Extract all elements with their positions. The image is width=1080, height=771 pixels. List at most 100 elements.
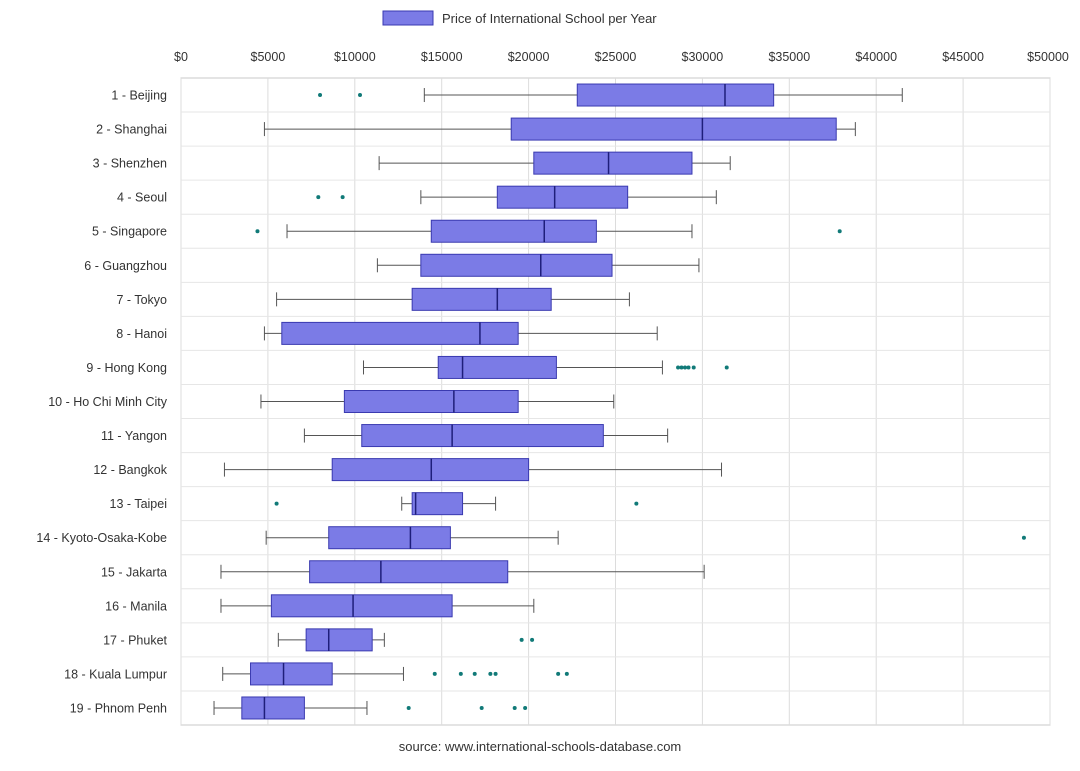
category-label: 15 - Jakarta — [101, 565, 167, 579]
outlier-point — [676, 365, 681, 370]
category-label: 13 - Taipei — [110, 497, 167, 511]
grid — [180, 78, 1051, 725]
source-note: source: www.international-schools-databa… — [399, 739, 682, 754]
iqr-box — [510, 117, 837, 141]
outlier-point — [724, 365, 729, 370]
x-tick-label: $10000 — [334, 50, 376, 64]
outlier-point — [493, 671, 498, 676]
iqr-box — [281, 321, 519, 345]
category-label: 7 - Tokyo — [117, 293, 168, 307]
x-tick-label: $30000 — [682, 50, 724, 64]
box-row — [265, 526, 1026, 550]
iqr-box — [576, 83, 775, 107]
category-label: 8 - Hanoi — [116, 327, 167, 341]
outlier-point — [458, 671, 463, 676]
category-label: 3 - Shenzhen — [93, 157, 167, 171]
outlier-point — [683, 365, 688, 370]
category-label: 19 - Phnom Penh — [70, 701, 167, 715]
box-row — [276, 287, 630, 311]
box-row — [362, 355, 729, 379]
iqr-box — [270, 594, 453, 618]
category-label: 9 - Hong Kong — [86, 361, 167, 375]
category-label: 10 - Ho Chi Minh City — [48, 395, 168, 409]
category-label: 12 - Bangkok — [93, 463, 167, 477]
outlier-point — [686, 365, 691, 370]
outlier-point — [523, 705, 528, 710]
box-row — [316, 185, 717, 209]
box-row — [376, 253, 700, 277]
outlier-point — [479, 705, 484, 710]
box-row — [260, 390, 615, 413]
x-tick-label: $50000 — [1027, 50, 1069, 64]
box-row — [318, 83, 903, 107]
iqr-box — [430, 219, 597, 243]
box-row — [222, 662, 569, 686]
outlier-point — [691, 365, 696, 370]
x-axis-tick-labels: $0 $5000 $10000 $15000 $20000 $25000 $30000 $35… — [174, 50, 1069, 64]
outlier-point — [530, 637, 535, 642]
x-tick-label: $5000 — [251, 50, 286, 64]
box-row — [303, 424, 669, 448]
outlier-point — [519, 637, 524, 642]
box-row — [213, 696, 528, 720]
outlier-point — [488, 671, 493, 676]
x-tick-label: $40000 — [855, 50, 897, 64]
outlier-point — [679, 365, 684, 370]
iqr-box — [241, 696, 305, 720]
iqr-box — [361, 424, 604, 448]
iqr-box — [533, 151, 693, 175]
outlier-point — [255, 229, 260, 234]
x-tick-label: $15000 — [421, 50, 463, 64]
outlier-point — [1021, 535, 1026, 540]
outlier-point — [512, 705, 517, 710]
outlier-point — [340, 195, 345, 200]
category-label: 17 - Phuket — [103, 633, 167, 647]
x-tick-label: $25000 — [595, 50, 637, 64]
category-label: 2 - Shanghai — [96, 123, 167, 137]
x-tick-label: $35000 — [768, 50, 810, 64]
outlier-point — [837, 229, 842, 234]
iqr-box — [250, 662, 333, 686]
outlier-point — [432, 671, 437, 676]
x-tick-label: $45000 — [942, 50, 984, 64]
iqr-box — [328, 526, 451, 550]
category-label: 4 - Seoul — [117, 191, 167, 205]
iqr-box — [411, 287, 552, 311]
box-row — [255, 219, 842, 243]
category-label: 6 - Guangzhou — [84, 259, 167, 273]
box-row — [220, 560, 705, 584]
category-label: 11 - Yangon — [101, 429, 167, 443]
outlier-point — [358, 93, 363, 98]
iqr-box — [305, 628, 373, 652]
category-label: 16 - Manila — [105, 599, 167, 613]
box-row — [378, 151, 731, 175]
iqr-box — [437, 355, 557, 379]
box-row — [263, 117, 856, 141]
outlier-point — [634, 501, 639, 506]
category-label: 1 - Beijing — [111, 89, 167, 103]
iqr-box — [309, 560, 509, 584]
box-row — [263, 321, 658, 345]
outlier-point — [316, 195, 321, 200]
legend: Price of International School per Year — [382, 10, 657, 26]
box-row — [274, 492, 639, 516]
x-tick-label: $0 — [174, 50, 188, 64]
box-row — [277, 628, 535, 652]
outlier-point — [556, 671, 561, 676]
category-label: 14 - Kyoto-Osaka-Kobe — [36, 531, 167, 545]
x-tick-label: $20000 — [508, 50, 550, 64]
outlier-point — [472, 671, 477, 676]
box-row — [220, 594, 535, 618]
category-label: 18 - Kuala Lumpur — [64, 667, 167, 681]
iqr-box — [411, 492, 464, 516]
outlier-point — [564, 671, 569, 676]
boxes — [213, 83, 1026, 720]
y-axis-category-labels: 1 - Beijing 2 - Shanghai 3 - Shenzhen 4 - S… — [36, 89, 167, 716]
outlier-point — [318, 93, 323, 98]
box-row — [223, 458, 723, 482]
outlier-point — [274, 501, 279, 506]
category-label: 5 - Singapore — [92, 225, 167, 239]
iqr-box — [343, 390, 519, 413]
outlier-point — [406, 705, 411, 710]
